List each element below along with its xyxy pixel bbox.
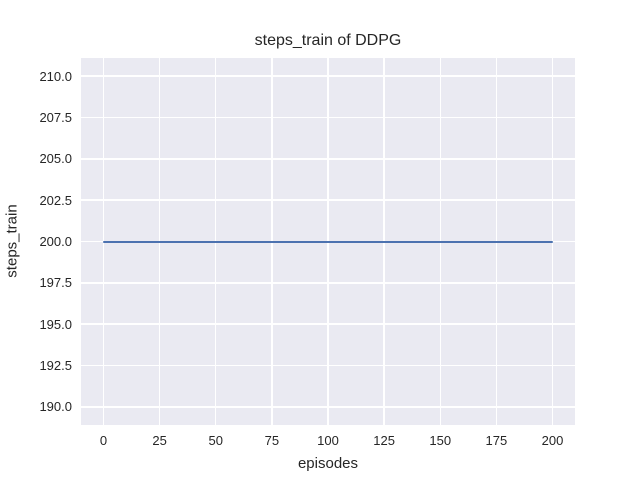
plot-area (81, 58, 575, 425)
y-tick-label: 197.5 (39, 275, 72, 291)
y-gridline (81, 282, 575, 284)
y-tick-label: 195.0 (39, 316, 72, 332)
series-line-steps_train (103, 240, 553, 243)
y-gridline (81, 199, 575, 201)
y-gridline (81, 406, 575, 408)
x-tick-label: 200 (541, 433, 564, 448)
x-tick-label: 125 (373, 433, 395, 448)
y-gridline (81, 116, 575, 119)
y-tick-label: 202.5 (39, 192, 72, 208)
chart-title: steps_train of DDPG (254, 32, 402, 49)
y-tick-label: 200.0 (39, 234, 72, 249)
x-tick-label: 100 (317, 433, 339, 448)
y-tick-label: 190.0 (39, 399, 72, 415)
x-tick-label: 50 (208, 433, 223, 448)
y-gridline (81, 75, 575, 77)
y-tick-label: 205.0 (39, 151, 72, 167)
x-tick-label: 25 (152, 433, 167, 448)
y-gridline (81, 158, 575, 160)
x-axis-label: episodes (297, 455, 359, 472)
x-tick-label: 0 (99, 433, 108, 448)
x-tick-label: 150 (429, 433, 452, 448)
y-tick-label: 210.0 (39, 68, 72, 84)
y-gridline (81, 323, 575, 325)
x-tick-label: 75 (264, 433, 280, 448)
y-tick-label: 207.5 (39, 110, 72, 125)
y-gridline (81, 364, 575, 367)
x-tick-label: 175 (485, 433, 508, 448)
y-tick-label: 192.5 (39, 357, 72, 373)
